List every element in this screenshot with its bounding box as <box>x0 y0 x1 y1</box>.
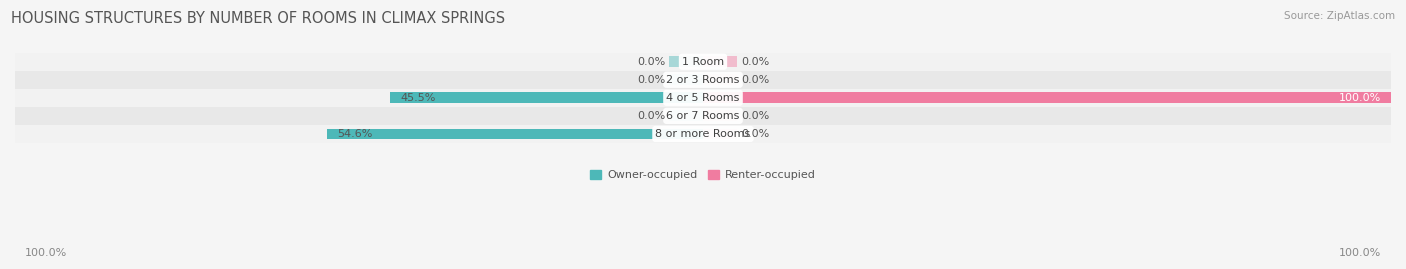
Text: HOUSING STRUCTURES BY NUMBER OF ROOMS IN CLIMAX SPRINGS: HOUSING STRUCTURES BY NUMBER OF ROOMS IN… <box>11 11 505 26</box>
Bar <box>15 53 1391 71</box>
Text: 0.0%: 0.0% <box>637 75 665 85</box>
Bar <box>703 74 737 85</box>
Text: Source: ZipAtlas.com: Source: ZipAtlas.com <box>1284 11 1395 21</box>
Bar <box>15 71 1391 89</box>
Bar <box>15 107 1391 125</box>
Bar <box>389 92 703 103</box>
Text: 0.0%: 0.0% <box>741 111 769 121</box>
Text: 0.0%: 0.0% <box>741 57 769 67</box>
Text: 0.0%: 0.0% <box>741 75 769 85</box>
Text: 1 Room: 1 Room <box>682 57 724 67</box>
Bar <box>669 111 703 121</box>
Bar <box>669 56 703 67</box>
Text: 100.0%: 100.0% <box>25 248 67 258</box>
Legend: Owner-occupied, Renter-occupied: Owner-occupied, Renter-occupied <box>591 170 815 180</box>
Text: 6 or 7 Rooms: 6 or 7 Rooms <box>666 111 740 121</box>
Text: 8 or more Rooms: 8 or more Rooms <box>655 129 751 139</box>
Text: 4 or 5 Rooms: 4 or 5 Rooms <box>666 93 740 103</box>
Bar <box>703 129 737 139</box>
Text: 0.0%: 0.0% <box>637 57 665 67</box>
Text: 0.0%: 0.0% <box>741 129 769 139</box>
Bar <box>703 92 1391 103</box>
Text: 100.0%: 100.0% <box>1339 93 1381 103</box>
Bar <box>15 89 1391 107</box>
Text: 2 or 3 Rooms: 2 or 3 Rooms <box>666 75 740 85</box>
Text: 45.5%: 45.5% <box>401 93 436 103</box>
Bar <box>15 125 1391 143</box>
Bar <box>328 129 703 139</box>
Bar <box>703 56 737 67</box>
Bar <box>703 111 737 121</box>
Bar <box>669 74 703 85</box>
Text: 0.0%: 0.0% <box>637 111 665 121</box>
Text: 54.6%: 54.6% <box>337 129 373 139</box>
Text: 100.0%: 100.0% <box>1339 248 1381 258</box>
